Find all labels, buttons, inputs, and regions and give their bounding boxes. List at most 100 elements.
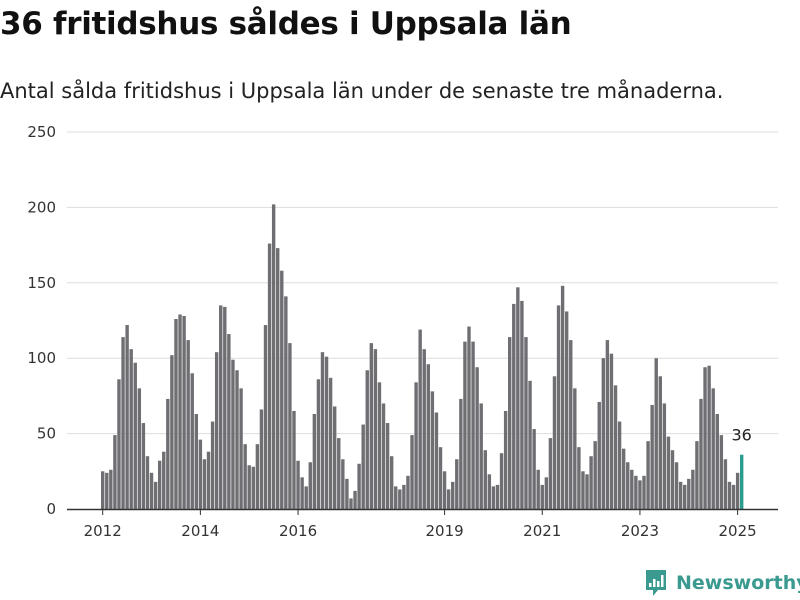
bar xyxy=(365,370,369,509)
bar xyxy=(137,388,142,509)
bar xyxy=(345,478,349,509)
y-tick-label: 200 xyxy=(27,198,56,216)
bar xyxy=(304,486,308,509)
bar xyxy=(113,435,117,509)
bar xyxy=(198,439,203,509)
bar xyxy=(223,306,227,509)
y-tick-label: 50 xyxy=(37,425,56,443)
bar xyxy=(520,300,524,509)
bar xyxy=(479,403,483,509)
bar xyxy=(646,441,650,509)
bar xyxy=(528,380,532,509)
bar xyxy=(259,409,264,509)
bar xyxy=(369,343,374,509)
bar xyxy=(731,484,736,509)
bar xyxy=(650,404,654,509)
bar xyxy=(471,341,475,509)
y-tick-label: 150 xyxy=(27,274,56,292)
bar xyxy=(337,438,341,509)
bar xyxy=(678,481,683,509)
bar xyxy=(605,340,610,509)
x-tick-label: 2012 xyxy=(84,522,122,540)
bar xyxy=(231,359,235,509)
bar xyxy=(670,450,675,509)
brand-name: Newsworthy xyxy=(676,572,800,594)
bar xyxy=(707,365,711,509)
bar xyxy=(573,388,577,509)
bar xyxy=(491,486,496,509)
bar xyxy=(166,398,170,509)
x-tick-label: 2025 xyxy=(719,522,757,540)
bar xyxy=(214,352,219,509)
bar xyxy=(581,471,585,509)
bar xyxy=(735,472,740,509)
y-tick-label: 250 xyxy=(27,123,56,141)
bar xyxy=(540,484,544,509)
bar xyxy=(324,356,329,509)
bar xyxy=(206,451,211,509)
bar xyxy=(560,285,565,509)
newsworthy-logo-icon xyxy=(646,570,666,596)
bar xyxy=(410,435,414,509)
bar xyxy=(532,429,536,509)
bar-chart: 0 50 100 150 200 250 2012 2014 2016 2019 2021 2023 2… xyxy=(27,123,778,540)
y-tick-label: 100 xyxy=(27,349,56,367)
bar xyxy=(459,398,463,509)
bar xyxy=(609,353,614,509)
bar xyxy=(556,305,561,509)
bar xyxy=(381,403,386,509)
bar xyxy=(263,325,268,509)
bar xyxy=(499,453,504,509)
bar xyxy=(463,341,467,509)
x-tick-label: 2023 xyxy=(621,522,659,540)
bar xyxy=(638,480,642,509)
bar xyxy=(593,441,597,509)
bar xyxy=(145,456,150,509)
bar xyxy=(601,358,606,509)
bar xyxy=(508,337,512,509)
bar xyxy=(101,471,105,509)
bar xyxy=(117,379,121,509)
bar xyxy=(109,469,113,509)
bar xyxy=(723,459,728,509)
bar xyxy=(300,477,304,509)
bar xyxy=(548,438,553,509)
bar xyxy=(170,355,174,509)
bar xyxy=(418,329,422,509)
bar xyxy=(385,423,390,509)
bar xyxy=(341,459,345,509)
bar xyxy=(438,447,443,509)
bar xyxy=(153,481,158,509)
bar xyxy=(186,340,190,509)
bar xyxy=(654,358,658,509)
bar xyxy=(585,474,589,509)
bar xyxy=(451,481,455,509)
bar xyxy=(178,314,182,509)
bar xyxy=(219,305,223,509)
bar xyxy=(719,435,724,509)
bar xyxy=(430,391,435,509)
highlight-bar xyxy=(739,454,744,509)
bar xyxy=(271,204,276,509)
data-label: 36 xyxy=(732,426,752,445)
bar xyxy=(695,441,699,509)
bar xyxy=(687,478,691,509)
bar xyxy=(235,370,239,509)
bar xyxy=(105,472,109,509)
bar xyxy=(389,456,394,509)
bar xyxy=(349,498,353,509)
bar xyxy=(503,410,508,509)
bar xyxy=(674,462,679,509)
bar xyxy=(711,388,715,509)
bar xyxy=(626,462,630,509)
bar xyxy=(487,474,492,509)
bar xyxy=(353,490,357,509)
bar xyxy=(512,303,516,509)
bar xyxy=(292,410,296,509)
bar xyxy=(589,456,593,509)
bar xyxy=(683,484,687,509)
bar xyxy=(251,466,255,509)
x-tick-label: 2014 xyxy=(181,522,219,540)
bar xyxy=(162,451,166,509)
bar xyxy=(467,326,471,509)
